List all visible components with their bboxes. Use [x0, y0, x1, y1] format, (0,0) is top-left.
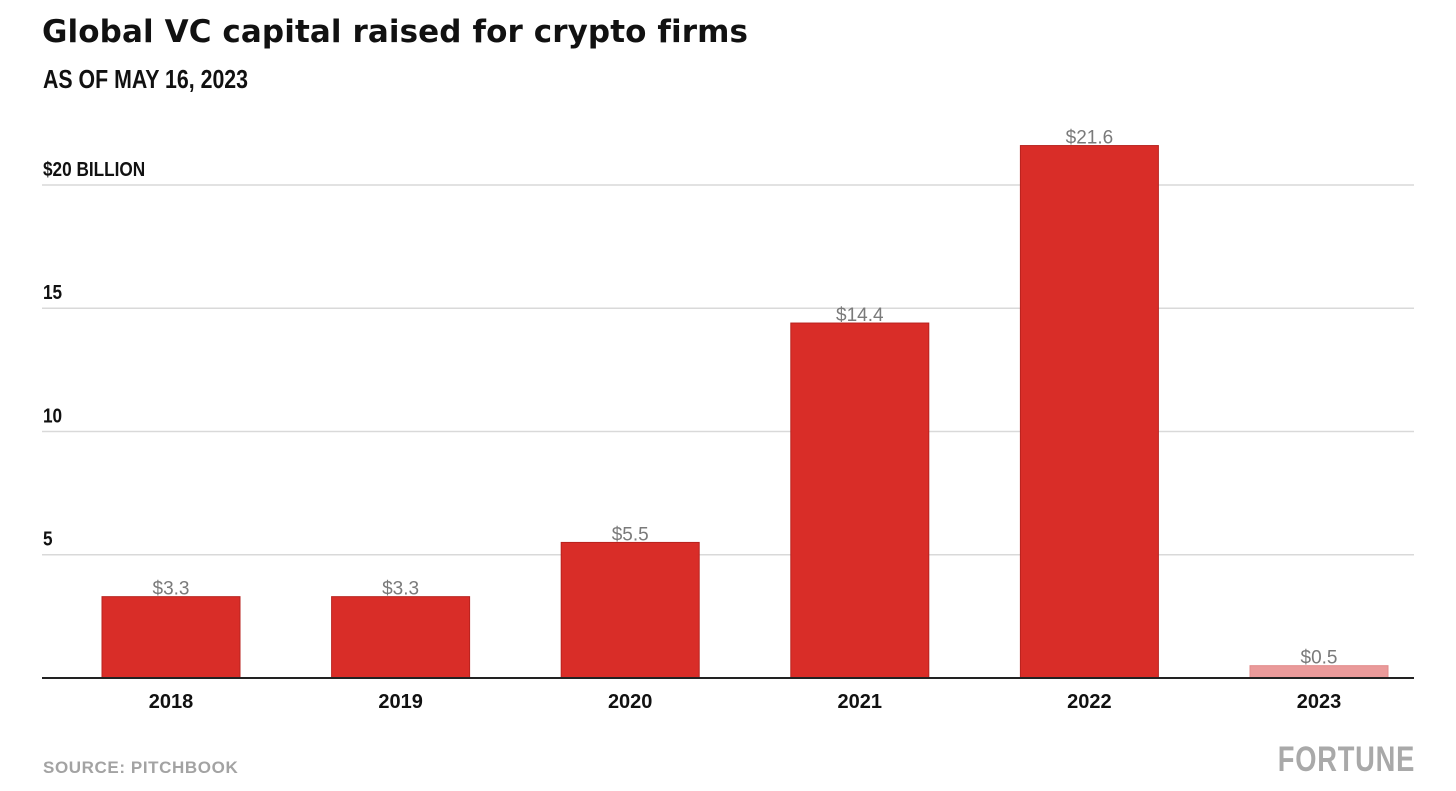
- bar-2022: [1019, 145, 1159, 679]
- value-label: $14.4: [836, 305, 884, 326]
- y-axis-ticks: 5 10 15 $20 BILLION: [43, 158, 145, 550]
- x-tick-label: 2018: [149, 691, 194, 713]
- x-tick-label: 2022: [1067, 691, 1112, 713]
- value-labels: $3.3 $3.3 $5.5 $14.4 $21.6 $0.5: [153, 128, 1338, 669]
- bar-2019: [331, 596, 471, 679]
- source-note: SOURCE: PITCHBOOK: [43, 758, 239, 777]
- y-tick-label: 10: [43, 404, 62, 427]
- bar-2020: [560, 541, 700, 679]
- x-tick-label: 2019: [378, 691, 423, 713]
- chart-subtitle: AS OF MAY 16, 2023: [43, 64, 249, 94]
- value-label: $0.5: [1301, 648, 1338, 669]
- value-label: $5.5: [612, 524, 649, 545]
- value-label: $21.6: [1066, 128, 1114, 149]
- y-tick-label: 5: [43, 528, 53, 551]
- value-label: $3.3: [153, 579, 190, 600]
- y-tick-label: 15: [43, 281, 62, 304]
- x-axis-ticks: 2018 2019 2020 2021 2022 2023: [149, 691, 1342, 713]
- fortune-logo: FORTUNE: [1277, 740, 1415, 779]
- y-tick-label: $20 BILLION: [43, 158, 145, 181]
- value-label: $3.3: [382, 579, 419, 600]
- x-tick-label: 2023: [1297, 691, 1342, 713]
- chart-title: Global VC capital raised for crypto firm…: [42, 14, 749, 50]
- bars: [101, 145, 1389, 679]
- x-tick-label: 2021: [838, 691, 883, 713]
- x-tick-label: 2020: [608, 691, 653, 713]
- bar-2018: [101, 596, 241, 679]
- bar-2021: [790, 322, 930, 679]
- gridlines: [42, 184, 1414, 556]
